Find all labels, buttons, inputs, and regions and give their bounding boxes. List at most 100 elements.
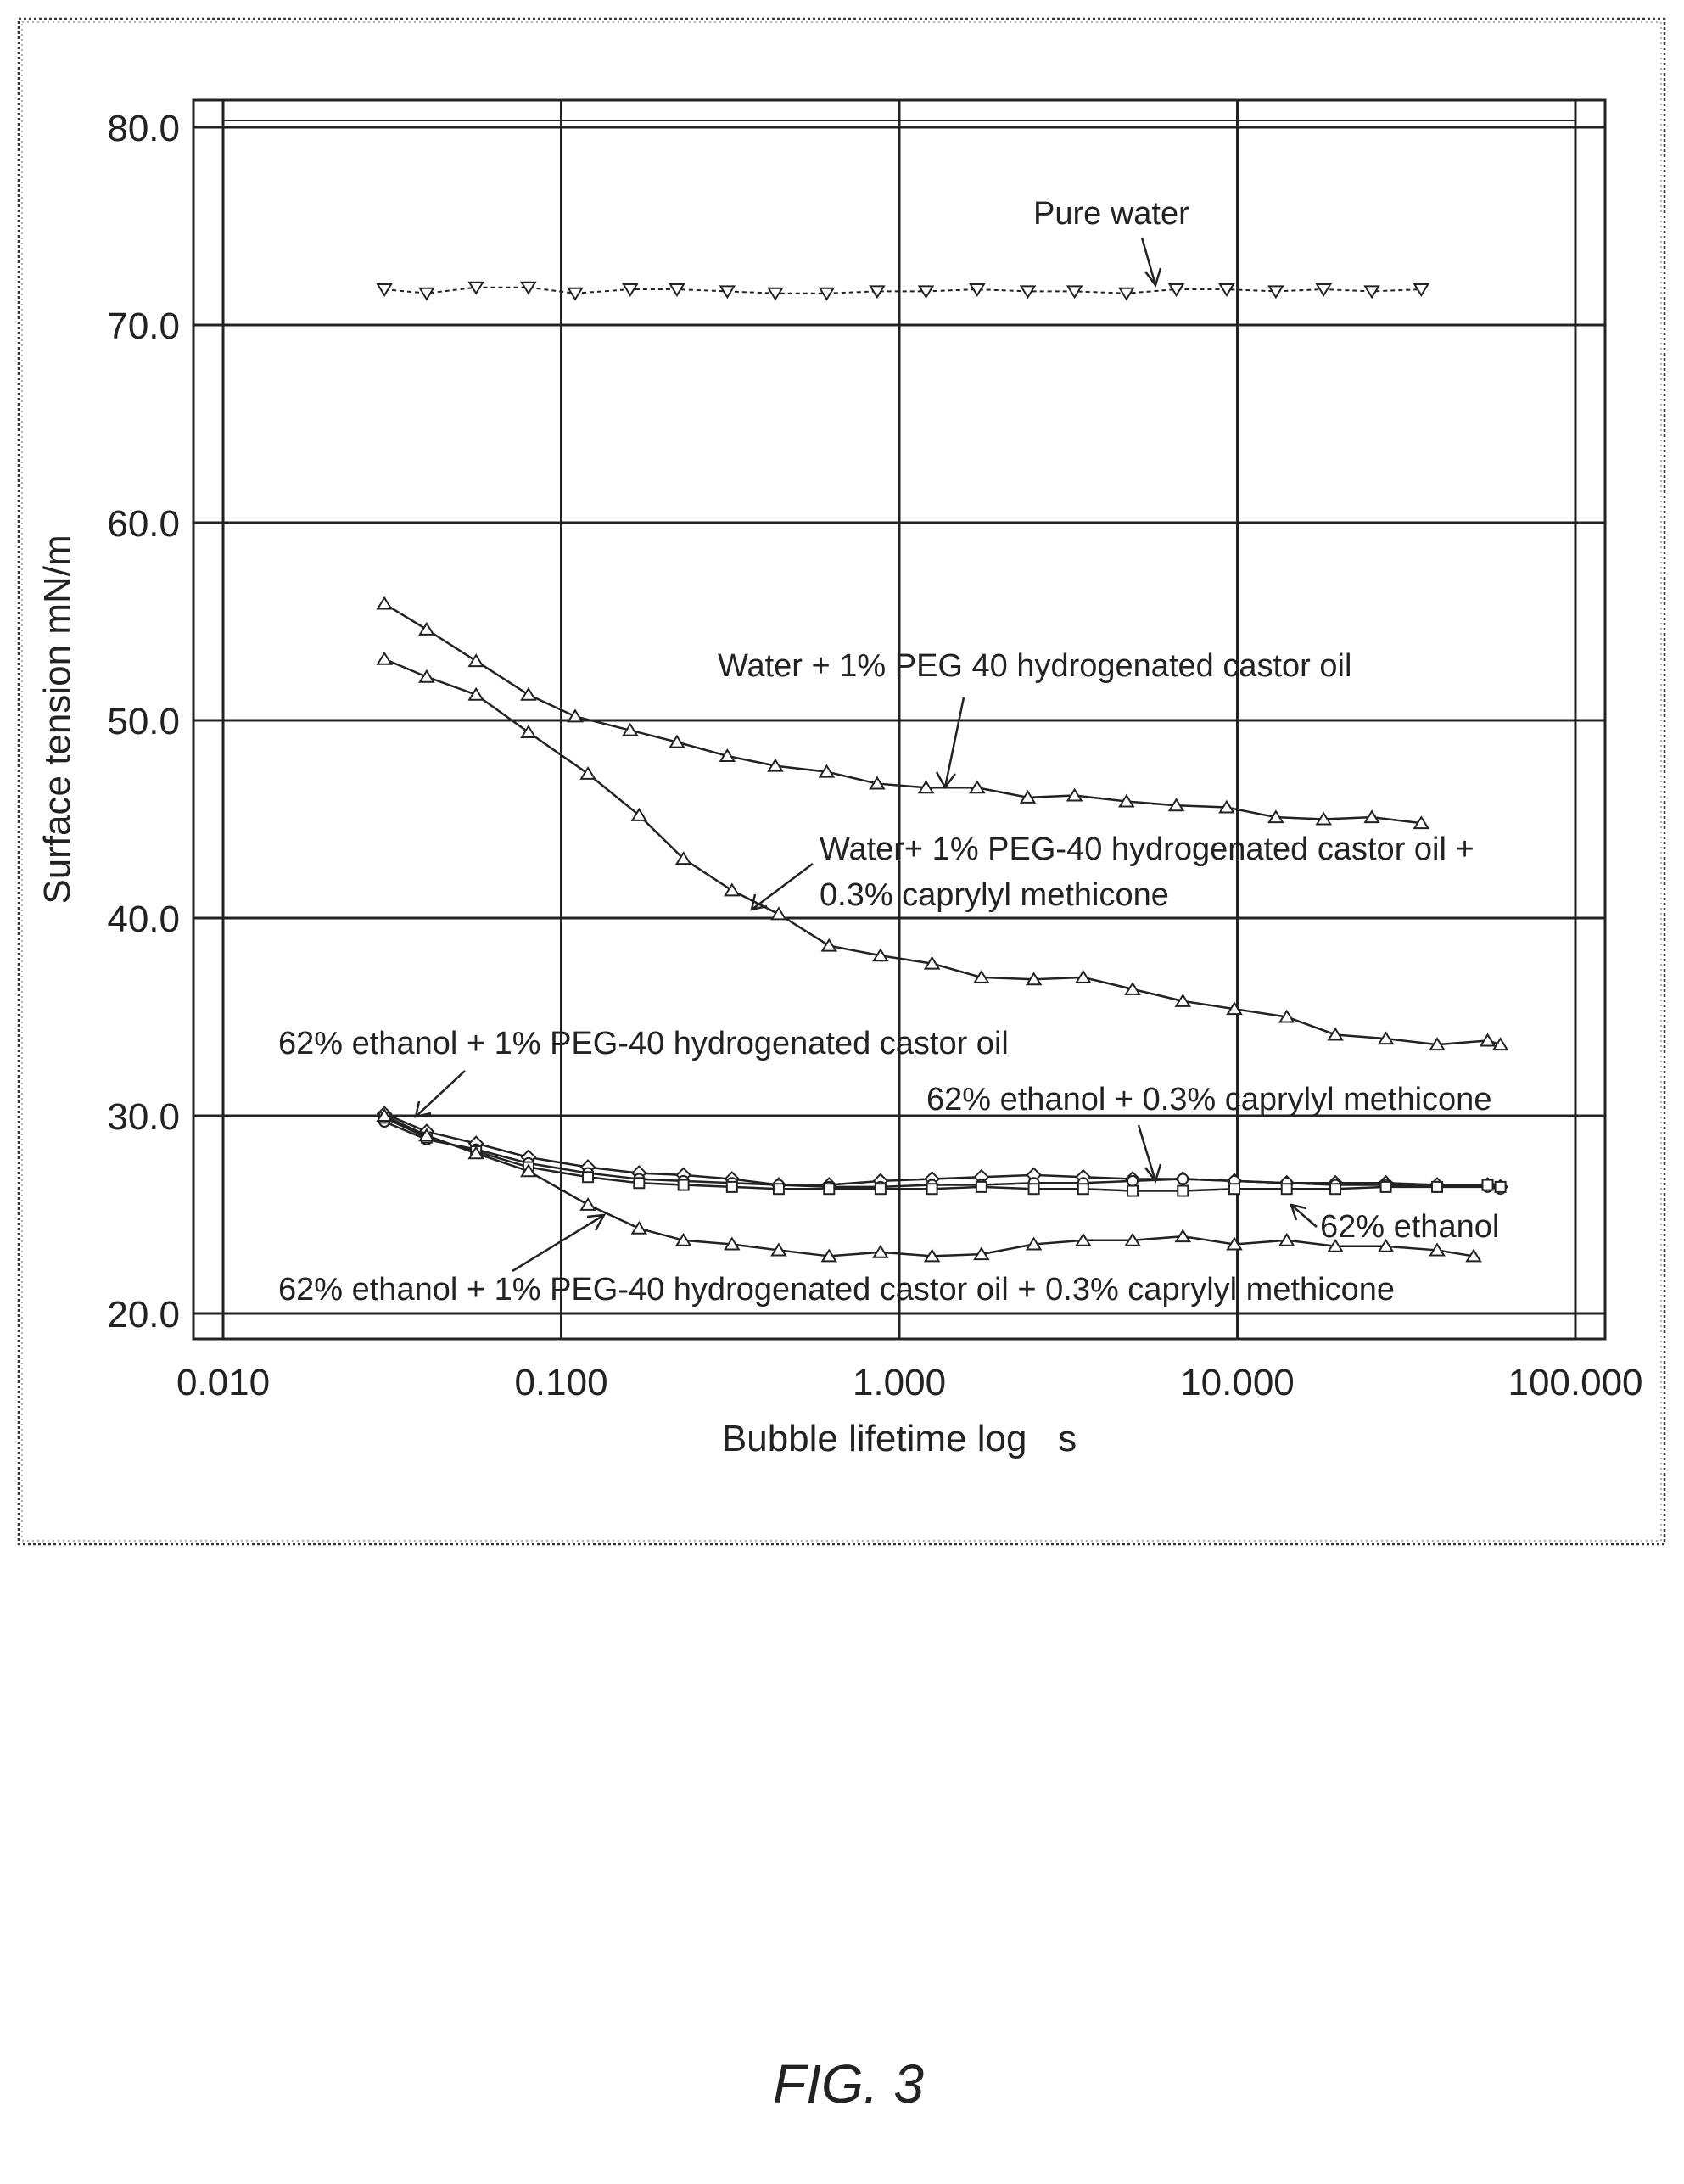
x-axis-label: Bubble lifetime log s [722, 1418, 1077, 1459]
series-line [383, 658, 1501, 1046]
data-point [1327, 1238, 1344, 1252]
data-point [719, 285, 736, 300]
y-tick-label: 60.0 [107, 503, 180, 545]
data-point [1379, 1180, 1392, 1193]
data-point [520, 725, 537, 738]
data-point [1177, 1184, 1189, 1197]
data-point [622, 283, 639, 297]
data-point [467, 1145, 484, 1160]
data-point [633, 1177, 646, 1190]
data-point [823, 1183, 836, 1196]
data-point [818, 764, 836, 778]
data-point [767, 758, 784, 772]
data-point [770, 1242, 787, 1257]
series-2 [376, 596, 1430, 830]
data-point [1228, 1183, 1241, 1196]
data-point [820, 938, 838, 952]
series-line [383, 1112, 1501, 1189]
annotation-ethanol-peg40-caprylyl: 62% ethanol + 1% PEG-40 hydrogenated cas… [278, 1272, 1395, 1308]
data-point [1019, 789, 1037, 804]
data-point [1481, 1179, 1494, 1191]
annotation-arrow-ethanol-peg40 [415, 1070, 466, 1117]
data-point [1429, 1242, 1446, 1257]
data-point [1280, 1183, 1293, 1196]
data-point [1218, 283, 1235, 297]
data-point [674, 1232, 692, 1246]
data-point [376, 651, 393, 665]
data-point [770, 906, 787, 921]
data-point [376, 1108, 393, 1122]
data-point [1075, 969, 1092, 983]
series-layer [376, 281, 1509, 1263]
data-point [725, 1180, 738, 1193]
data-point [975, 1180, 987, 1193]
annotation-arrowhead-water-peg40-caprylyl [750, 893, 768, 911]
data-point [1167, 283, 1185, 297]
annotation-arrow-pure-water [1140, 237, 1157, 286]
data-point [917, 285, 935, 300]
annotation-ethanol-peg40: 62% ethanol + 1% PEG-40 hydrogenated cas… [278, 1026, 1009, 1061]
data-point [926, 1183, 938, 1196]
annotation-arrowhead-pure-water [1144, 267, 1162, 288]
data-point [1465, 1248, 1482, 1263]
annotation-layer: Pure water Water + 1% PEG 40 hydrogenate… [278, 196, 1499, 1308]
data-point [724, 882, 741, 897]
data-point [1226, 1236, 1243, 1251]
data-point [1377, 1031, 1395, 1045]
data-point [1118, 287, 1135, 301]
data-point [630, 1220, 648, 1235]
data-point [1278, 1232, 1295, 1246]
x-tick-labels: 0.010 0.100 1.000 10.000 100.000 [176, 1362, 1643, 1403]
series-line [384, 286, 1422, 294]
data-point [1413, 283, 1430, 297]
data-point [1127, 1174, 1139, 1187]
data-point [669, 734, 685, 748]
annotation-arrow-ethanol-caprylyl [1137, 1124, 1157, 1182]
data-point [467, 686, 484, 701]
data-point [1479, 1033, 1497, 1047]
x-tick-label: 0.010 [176, 1362, 270, 1403]
data-point [1066, 285, 1083, 300]
annotation-water-peg40-caprylyl-line1: Water+ 1% PEG-40 hydrogenated castor oil… [820, 832, 1474, 867]
data-point [622, 722, 639, 736]
data-point [467, 281, 484, 295]
data-point [1329, 1183, 1342, 1196]
annotation-arrow-ethanol [1290, 1204, 1318, 1228]
data-point [969, 283, 986, 297]
data-point [418, 1128, 435, 1142]
data-point [818, 287, 836, 301]
x-tick-label: 0.100 [514, 1362, 607, 1403]
data-point [1124, 1232, 1141, 1246]
data-point [1174, 993, 1192, 1007]
data-point [1177, 1173, 1189, 1185]
data-point [1327, 1027, 1344, 1041]
annotation-water-peg40-caprylyl-line2: 0.3% caprylyl methicone [820, 877, 1169, 913]
data-point [1124, 981, 1141, 995]
data-point [677, 1179, 690, 1191]
annotation-water-peg40: Water + 1% PEG 40 hydrogenated castor oi… [718, 648, 1351, 684]
data-point [772, 1183, 785, 1196]
data-point [418, 287, 435, 301]
data-point [1267, 809, 1284, 824]
series-line [383, 1120, 1501, 1190]
y-tick-labels: 20.0 30.0 40.0 50.0 60.0 70.0 80.0 [107, 108, 180, 1336]
data-point [418, 669, 435, 683]
annotation-arrowhead-water-peg40 [935, 771, 956, 790]
data-point [520, 1163, 537, 1178]
data-point [1127, 1184, 1139, 1197]
y-tick-label: 50.0 [107, 701, 180, 742]
data-point [869, 776, 886, 790]
data-point [1315, 283, 1333, 297]
annotation-arrowhead-ethanol-peg40 [414, 1100, 432, 1118]
data-point [467, 653, 484, 668]
data-point [1027, 1183, 1040, 1196]
data-point [520, 686, 537, 701]
data-point [869, 285, 886, 300]
data-point [1075, 1232, 1092, 1246]
data-point [1267, 285, 1284, 300]
x-tick-label: 100.000 [1508, 1362, 1642, 1403]
data-point [1413, 815, 1430, 830]
x-tick-label: 10.000 [1180, 1362, 1295, 1403]
data-point [973, 1246, 990, 1261]
